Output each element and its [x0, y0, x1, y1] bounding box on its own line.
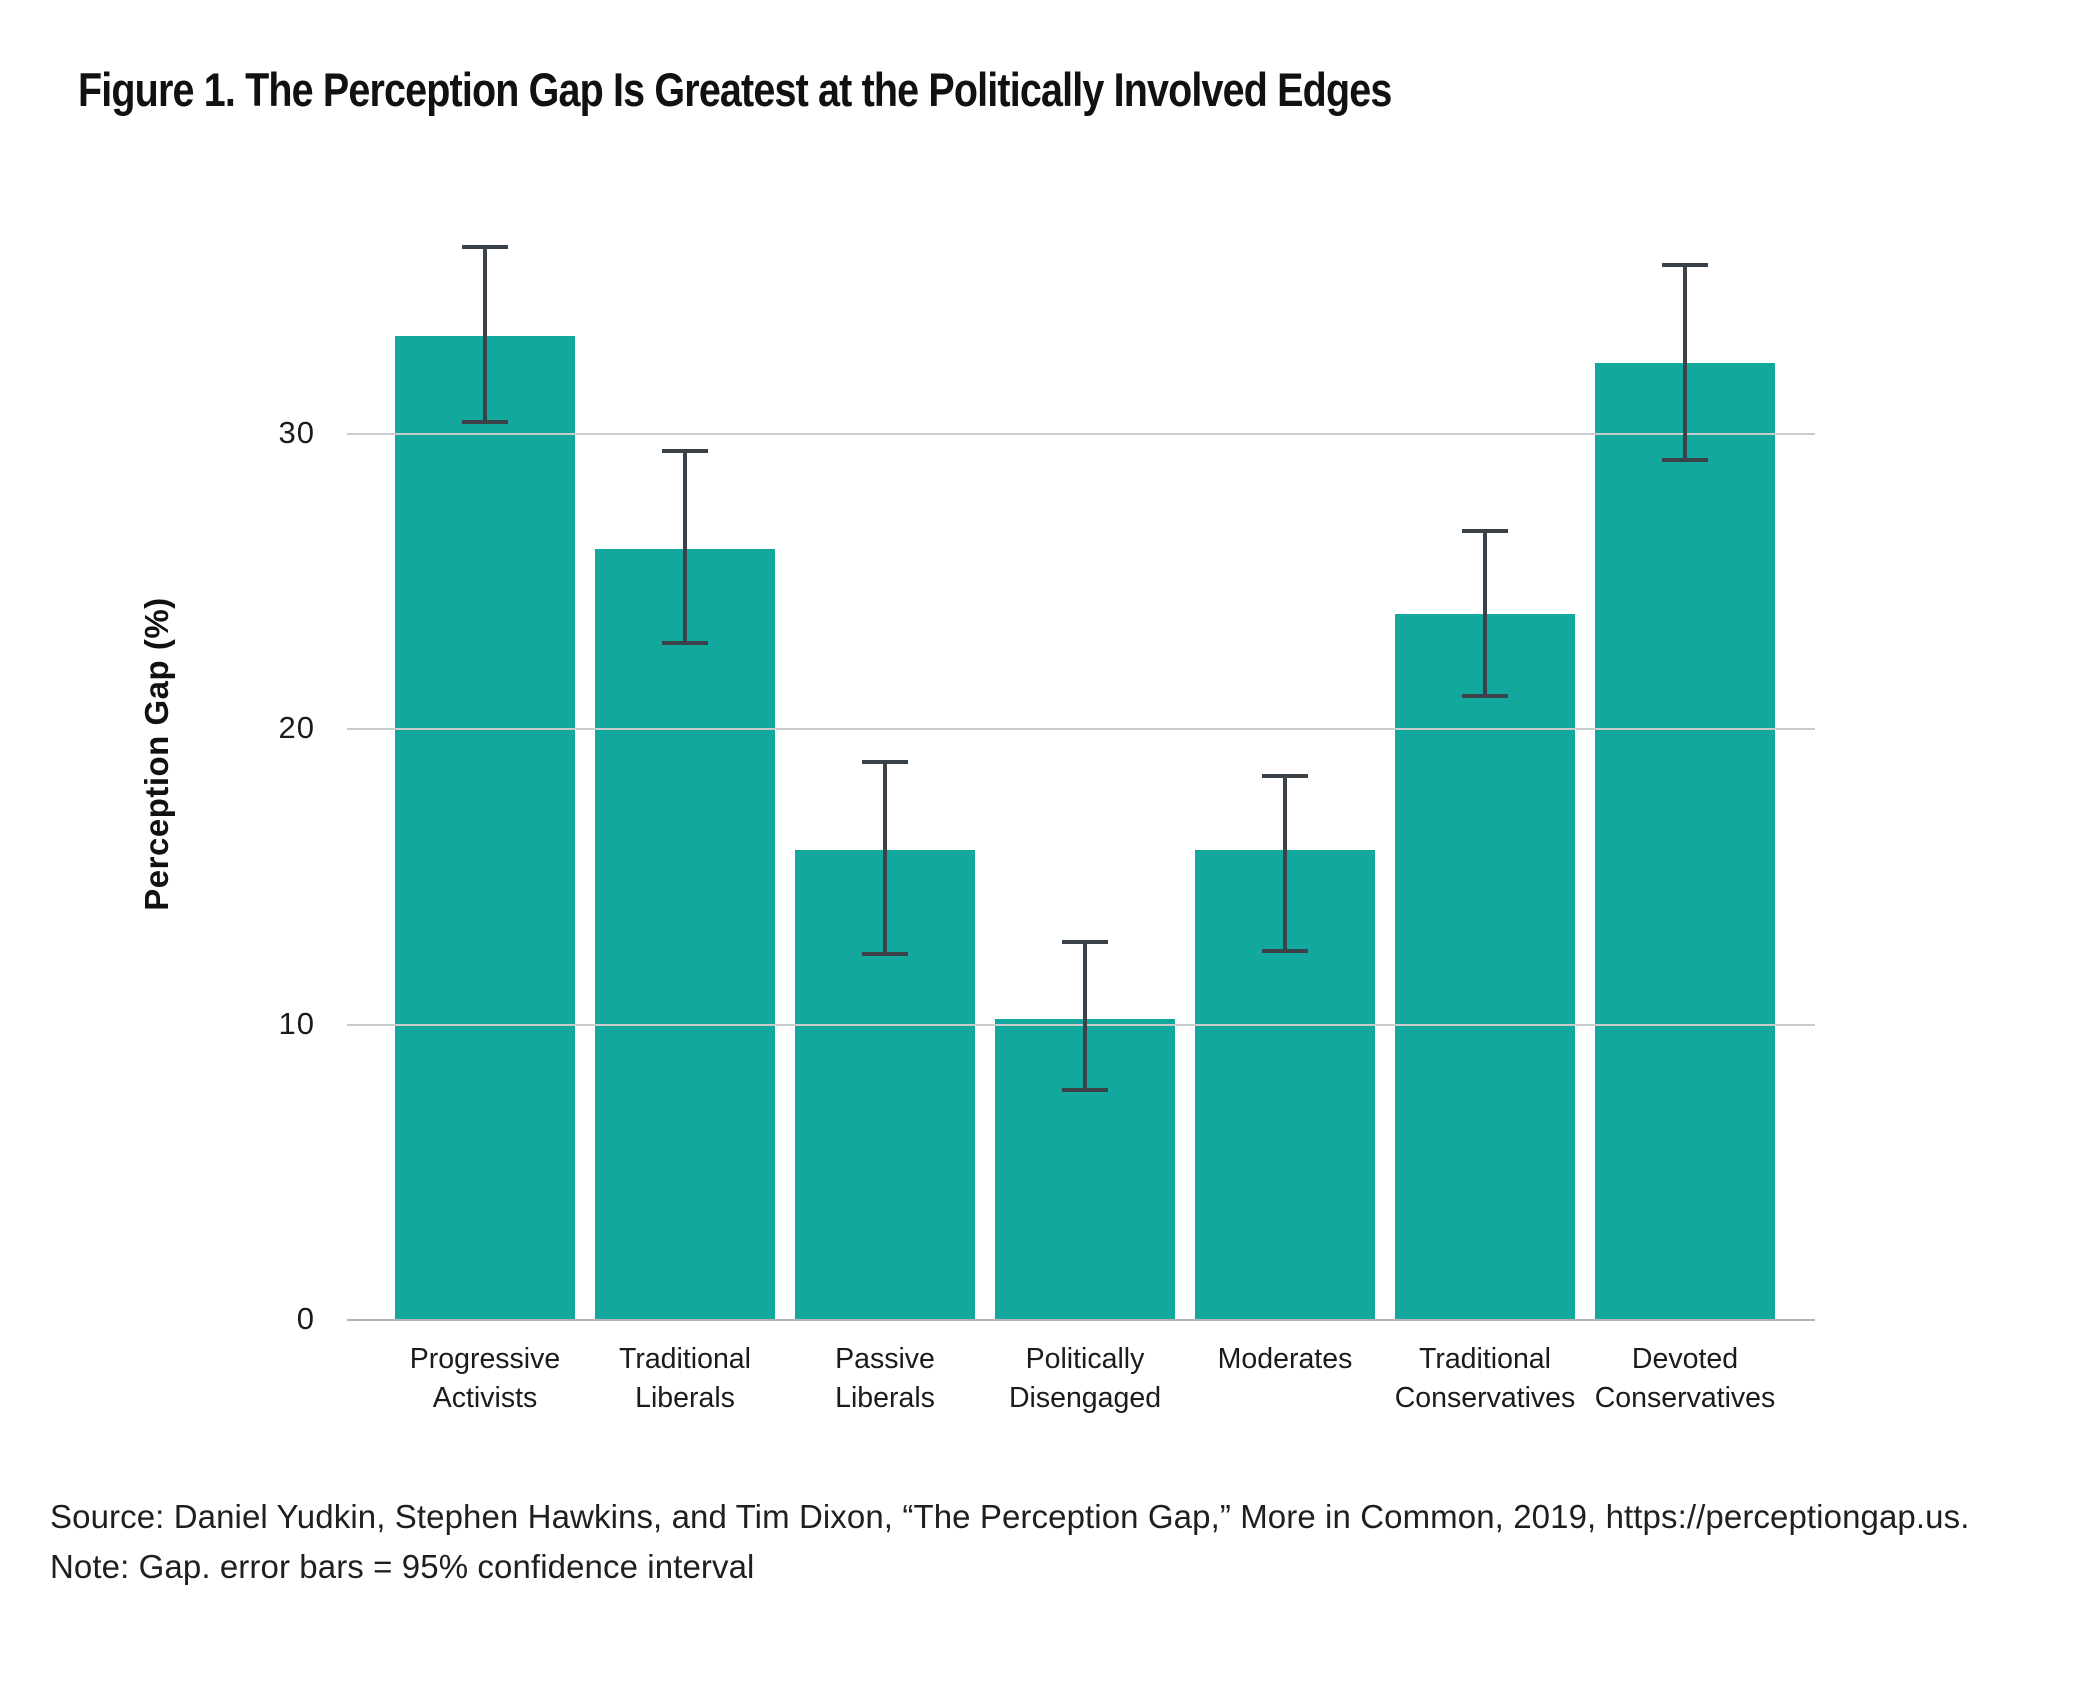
x-tick-label: Progressive Activists [409, 1343, 561, 1415]
error-bar-cap [862, 951, 908, 956]
y-tick-label: 30 [278, 414, 315, 450]
x-tick-label: Traditional Conservatives [1394, 1343, 1576, 1415]
error-bar-cap [1462, 529, 1508, 533]
error-bar-cap [1262, 774, 1308, 779]
bar [395, 335, 575, 1320]
source-text: Source: Daniel Yudkin, Stephen Hawkins, … [50, 1498, 1970, 1535]
error-bar-cap [1662, 458, 1708, 463]
error-bar-cap [462, 419, 508, 424]
error-bar-line [483, 247, 487, 422]
bar [1595, 362, 1775, 1320]
error-bar-line [1283, 776, 1287, 951]
error-bar-line [1083, 941, 1087, 1090]
x-tick-label: Passive Liberals [835, 1343, 935, 1415]
error-bar-line [883, 761, 887, 954]
error-bar-line [1683, 265, 1687, 461]
figure-title: Figure 1. The Perception Gap Is Greatest… [78, 63, 1392, 116]
bar [1395, 613, 1575, 1320]
error-bar-cap [662, 449, 708, 454]
bar [595, 548, 775, 1320]
x-tick-label: Devoted Conservatives [1594, 1343, 1776, 1415]
error-bar-cap [1462, 694, 1508, 699]
gridline [347, 1023, 1815, 1026]
error-bar-cap [662, 641, 708, 646]
x-tick-label: Traditional Liberals [618, 1343, 751, 1415]
x-axis-line [347, 1319, 1815, 1321]
error-bar-cap [1662, 263, 1708, 268]
error-bar-cap [862, 759, 908, 764]
y-tick-label: 10 [278, 1005, 315, 1041]
y-axis-title: Perception Gap (%) [138, 597, 175, 911]
error-bar-line [683, 451, 687, 644]
error-bar-cap [1062, 939, 1108, 944]
gridline [347, 432, 1815, 435]
error-bar-line [1483, 531, 1487, 697]
note-text: Note: Gap. error bars = 95% confidence i… [50, 1548, 755, 1585]
x-tick-label: Moderates [1217, 1343, 1353, 1375]
x-tick-label: Politically Disengaged [1008, 1343, 1162, 1415]
y-tick-label: 0 [296, 1301, 315, 1336]
error-bar-cap [1062, 1087, 1108, 1092]
error-bar-cap [1262, 948, 1308, 953]
error-bar-cap [462, 245, 508, 250]
gridline [347, 728, 1815, 730]
y-tick-label: 20 [278, 710, 315, 745]
